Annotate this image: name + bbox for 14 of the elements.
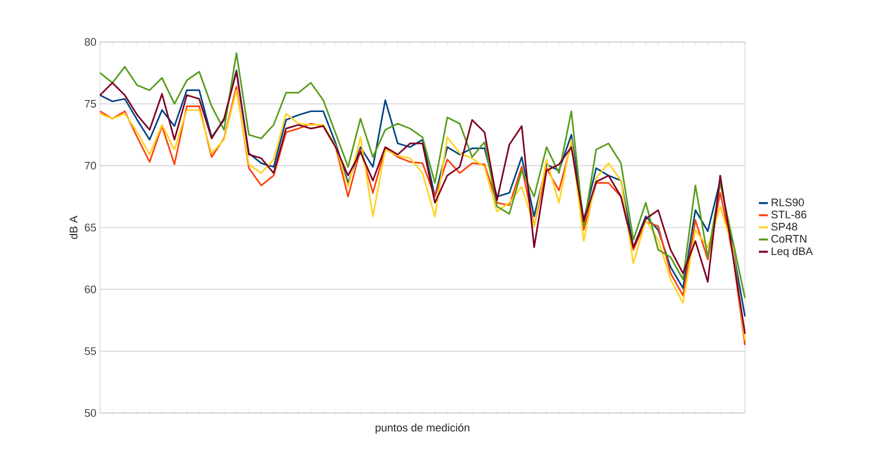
x-axis-title: puntos de medición xyxy=(376,423,470,434)
y-axis-title: dB A xyxy=(69,216,78,239)
y-tick-label: 60 xyxy=(84,285,96,294)
y-tick-label: 50 xyxy=(84,409,96,417)
legend-label: Leq dBA xyxy=(772,247,813,258)
legend-label: RLS90 xyxy=(772,198,804,206)
legend-label: CoRTN xyxy=(771,234,806,243)
y-tick-label: 55 xyxy=(84,347,96,355)
legend-label: STL-86 xyxy=(771,210,806,218)
y-tick-label: 65 xyxy=(84,224,96,232)
y-tick-label: 75 xyxy=(84,100,96,108)
y-tick-label: 80 xyxy=(84,38,96,46)
legend-label: SP48 xyxy=(771,222,798,231)
y-tick-label: 70 xyxy=(84,162,96,170)
